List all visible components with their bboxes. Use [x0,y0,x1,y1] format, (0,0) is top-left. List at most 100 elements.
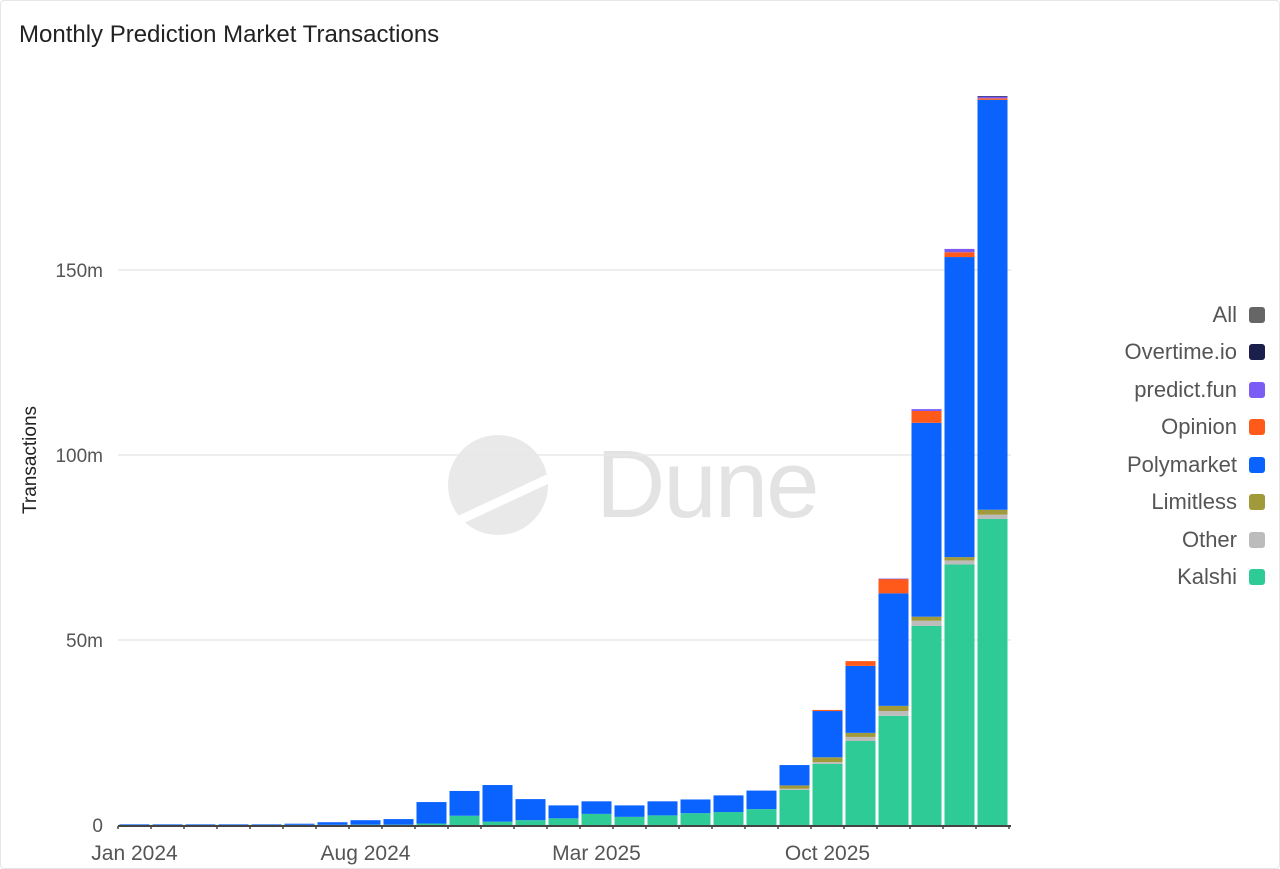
bar-segment-kalshi [977,519,1008,825]
legend-swatch [1249,569,1265,586]
legend-swatch [1249,494,1265,511]
bar-segment-limitless [779,785,810,789]
bar-segment-kalshi [746,809,777,825]
bar-segment-opinion [878,578,909,594]
legend-item-polymarket[interactable]: Polymarket [1125,446,1265,484]
bar-segment-polymarket [548,805,579,819]
bar-segment-polymarket [251,824,282,825]
legend-swatch [1249,381,1265,398]
dune-watermark: Dune [448,430,819,540]
legend-label: Overtime.io [1124,339,1237,365]
legend-label: Opinion [1161,414,1237,440]
bar-segment-limitless [845,732,876,737]
legend-label: Limitless [1151,489,1237,515]
legend-swatch [1249,344,1265,361]
bar-segment-kalshi [614,816,645,825]
y-axis-label: Transactions [20,405,41,515]
bar-segment-polymarket [515,799,546,821]
y-tick-label: 150m [55,261,103,282]
bar-segment-polymarket [284,823,315,825]
bar-segment-kalshi [581,813,612,825]
legend-swatch [1249,306,1265,323]
bar-segment-polymarket [185,824,216,825]
bar-segment-polymarket [878,593,909,706]
legend-swatch [1249,531,1265,548]
y-tick-label: 50m [66,631,103,652]
bar-segment-opinion [812,709,843,712]
bar-segment-polymarket [713,795,744,813]
bar-segment-kalshi [845,741,876,825]
bar-segment-kalshi [713,812,744,825]
bar-segment-kalshi [779,789,810,825]
legend-label: All [1212,301,1237,327]
bar-segment-limitless [812,757,843,763]
bar-segment-predict-fun [977,96,1008,99]
bar-segment-polymarket [449,790,480,816]
legend-swatch [1249,456,1265,473]
bar-segment-limitless [878,705,909,712]
bar-segment-polymarket [647,801,678,816]
bar-segment-polymarket [977,99,1008,510]
bar-segment-limitless [977,509,1008,515]
bar-segment-kalshi [944,564,975,825]
bar-segment-limitless [944,557,975,561]
bar-segment-predict-fun [944,248,975,253]
bar-segment-opinion [911,410,942,423]
bar-segment-polymarket [383,819,414,825]
legend-item-all[interactable]: All [1125,296,1265,334]
x-tick-label: Aug 2024 [321,842,411,865]
bar-segment-polymarket [944,257,975,558]
watermark-text: Dune [596,431,819,538]
bar-segment-kalshi [911,625,942,825]
bar-segment-other [977,514,1008,520]
bar-segment-kalshi [680,813,711,825]
legend-item-other[interactable]: Other [1125,521,1265,559]
legend-label: Other [1181,526,1237,552]
y-tick-label: 0 [92,816,103,837]
legend-item-predict-fun[interactable]: predict.fun [1125,371,1265,409]
bar-segment-polymarket [482,785,513,822]
legend-label: predict.fun [1134,376,1237,402]
bar-segment-polymarket [416,802,447,824]
bar-segment-other [812,762,843,764]
bar-segment-polymarket [911,422,942,617]
legend-item-opinion[interactable]: Opinion [1125,409,1265,447]
bar-segment-kalshi [878,715,909,825]
bar-segment-other [878,711,909,716]
bar-segment-polymarket [350,820,381,825]
bar-segment-polymarket [812,711,843,758]
chart-title: Monthly Prediction Market Transactions [19,21,440,48]
legend-label: Kalshi [1177,564,1237,590]
bar-segment-polymarket [152,824,183,825]
bar-segment-kalshi [482,821,513,825]
bar-segment-kalshi [812,763,843,825]
legend-item-limitless[interactable]: Limitless [1125,484,1265,522]
x-tick-label: Oct 2025 [785,842,870,865]
bar-segment-opinion [977,98,1008,100]
legend-swatch [1249,419,1265,436]
legend-item-kalshi[interactable]: Kalshi [1125,559,1265,597]
bar-segment-other [911,620,942,626]
bar-segment-overtime-io [977,96,1008,97]
bar-segment-other [779,788,810,790]
legend-label: Polymarket [1126,451,1237,477]
bar-segment-polymarket [680,799,711,814]
x-tick-label: Jan 2024 [91,842,178,865]
bar-segment-limitless [911,616,942,621]
bar-segment-opinion [944,252,975,258]
bar-segment-polymarket [218,824,249,825]
bar-segment-polymarket [746,790,777,810]
bar-segment-polymarket [779,765,810,786]
bar-segment-kalshi [449,815,480,825]
bar-segment-other [944,560,975,565]
bar-segment-predict-fun [911,409,942,411]
bar-segment-polymarket [317,822,348,825]
bar-segment-kalshi [416,823,447,825]
legend-item-overtime-io[interactable]: Overtime.io [1125,334,1265,372]
bar-segment-polymarket [581,801,612,814]
bar-segment-opinion [845,661,876,666]
legend: All Overtime.io predict.fun Opinion Polymark… [1125,296,1265,596]
bar-segment-kalshi [647,815,678,825]
x-tick-label: Mar 2025 [552,842,641,865]
